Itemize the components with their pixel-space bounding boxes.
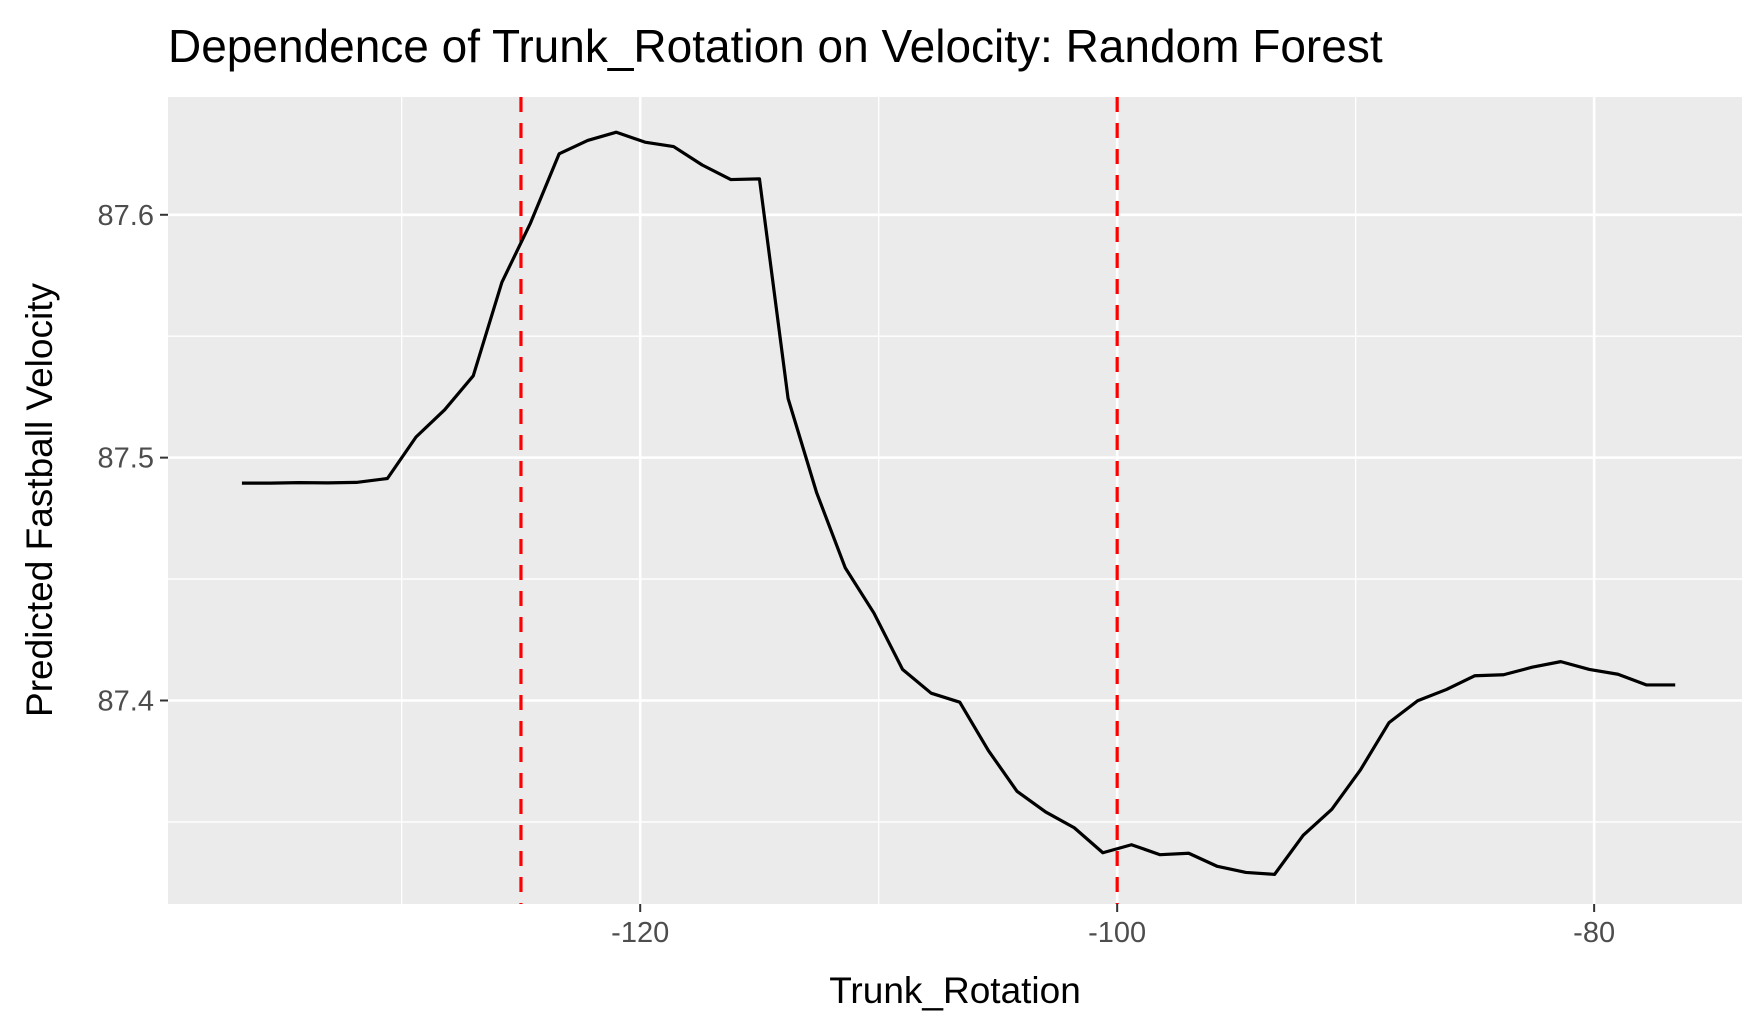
x-tick-label: -80 <box>1573 917 1615 949</box>
series-line <box>241 130 1676 876</box>
reference-lines <box>519 97 1119 904</box>
grid-lines <box>168 97 1742 904</box>
x-tick-label: -120 <box>611 917 669 949</box>
plot-panel <box>168 97 1742 904</box>
x-tick-label: -100 <box>1088 917 1146 949</box>
y-tick-label: 87.6 <box>98 200 154 232</box>
chart-title: Dependence of Trunk_Rotation on Velocity… <box>168 20 1383 72</box>
x-axis-title: Trunk_Rotation <box>829 970 1081 1011</box>
axes: -120 -100 -80 87.4 87.5 87.6 <box>98 200 1616 949</box>
y-tick-label: 87.4 <box>98 685 154 717</box>
series-layer <box>241 130 1676 876</box>
y-tick-label: 87.5 <box>98 443 154 475</box>
y-axis-title: Predicted Fastball Velocity <box>19 283 60 717</box>
